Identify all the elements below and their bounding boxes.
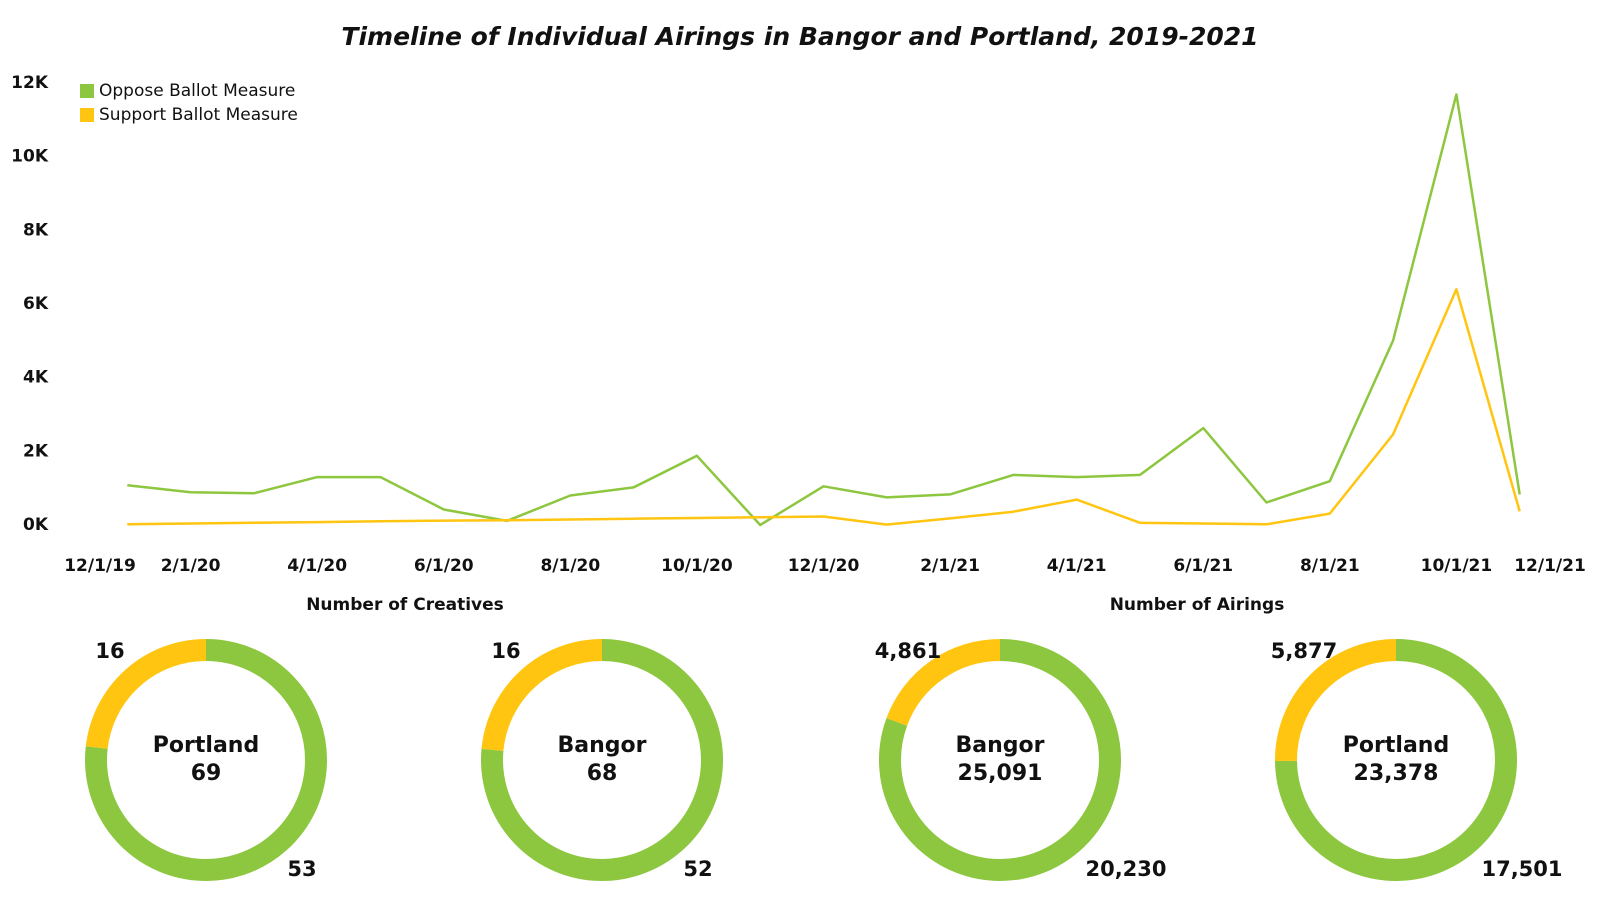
donut-value-label: 16 <box>95 639 124 663</box>
donut-segment <box>85 639 207 750</box>
y-tick-label: 10K <box>11 147 49 167</box>
donut-segment <box>1274 639 1397 762</box>
chart-title: Timeline of Individual Airings in Bangor… <box>341 22 1258 51</box>
y-tick-label: 4K <box>23 368 49 388</box>
x-tick-label: 12/1/19 <box>64 556 136 576</box>
x-tick-label: 8/1/20 <box>540 556 600 576</box>
x-tick-label: 4/1/20 <box>287 556 347 576</box>
legend-swatch <box>80 108 94 122</box>
y-tick-label: 8K <box>23 220 49 240</box>
donut-segment <box>481 639 723 881</box>
donut-value-label: 16 <box>491 639 520 663</box>
donut-value-label: 17,501 <box>1481 857 1562 881</box>
legend-label: Oppose Ballot Measure <box>99 81 295 101</box>
donut-total: 23,378 <box>1354 761 1439 786</box>
y-tick-label: 6K <box>23 294 49 314</box>
donut-segment <box>886 639 1001 726</box>
donut-value-label: 52 <box>683 857 712 881</box>
donut-name: Portland <box>153 733 259 758</box>
x-tick-label: 10/1/20 <box>661 556 733 576</box>
line-series <box>127 93 1521 527</box>
legend-label: Support Ballot Measure <box>99 105 298 125</box>
x-tick-label: 2/1/20 <box>161 556 221 576</box>
x-tick-label: 6/1/21 <box>1173 556 1233 576</box>
donut-value-label: 5,877 <box>1271 639 1337 663</box>
y-tick-label: 12K <box>11 73 49 93</box>
legend-swatch <box>80 84 94 98</box>
donut-segment <box>85 639 327 881</box>
donut-name: Bangor <box>558 733 647 758</box>
section-title: Number of Creatives <box>306 595 504 615</box>
donut-value-label: 53 <box>287 857 316 881</box>
x-tick-label: 8/1/21 <box>1300 556 1360 576</box>
y-tick-label: 0K <box>23 515 49 535</box>
x-tick-label: 12/1/20 <box>788 556 860 576</box>
donut-name: Portland <box>1343 733 1449 758</box>
x-tick-label: 12/1/21 <box>1514 556 1586 576</box>
donut-segment <box>481 639 603 752</box>
x-tick-label: 2/1/21 <box>920 556 980 576</box>
donut-name: Bangor <box>956 733 1045 758</box>
donut-segment <box>1275 639 1517 881</box>
donut-value-label: 4,861 <box>875 639 941 663</box>
x-tick-label: 6/1/20 <box>414 556 474 576</box>
donut-segment <box>879 639 1121 881</box>
donut-total: 68 <box>587 761 618 786</box>
donut-value-label: 20,230 <box>1085 857 1166 881</box>
x-tick-label: 10/1/21 <box>1421 556 1493 576</box>
donut-total: 25,091 <box>958 761 1043 786</box>
line-series <box>127 288 1521 526</box>
y-tick-label: 2K <box>23 441 49 461</box>
x-tick-label: 4/1/21 <box>1047 556 1107 576</box>
section-title: Number of Airings <box>1110 595 1285 615</box>
donut-total: 69 <box>191 761 222 786</box>
